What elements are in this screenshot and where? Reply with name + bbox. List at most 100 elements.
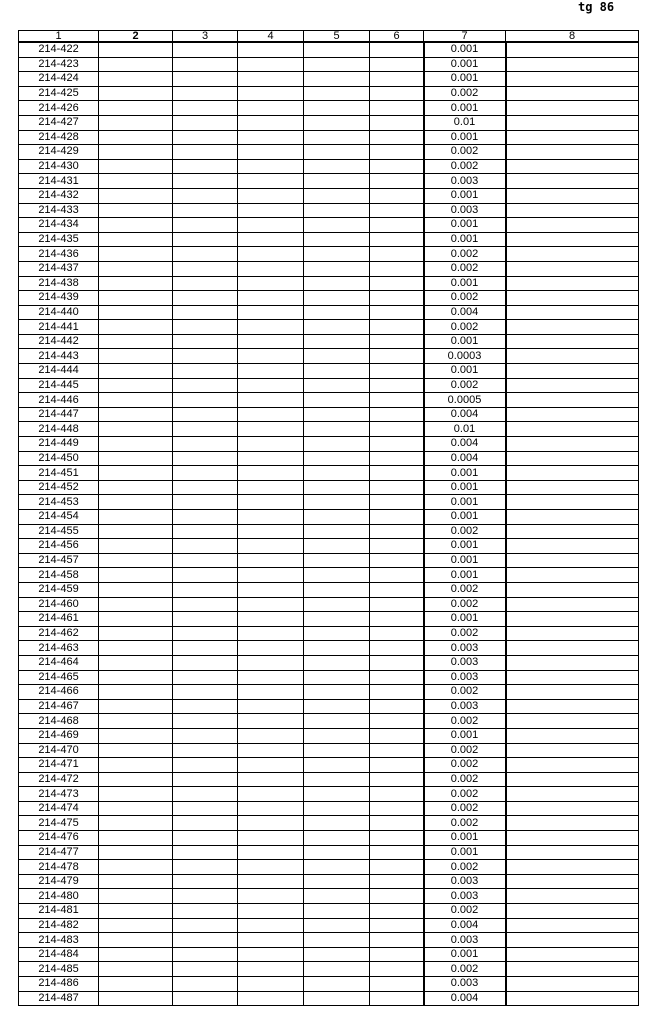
empty-cell [303, 202, 370, 219]
empty-cell [369, 830, 424, 846]
col-header-6: 6 [369, 30, 424, 43]
table-row: 214-440 0.004 [18, 304, 639, 321]
empty-cell [98, 669, 173, 686]
row-id-cell: 214-450 [18, 450, 99, 467]
table-row: 214-484 0.001 [18, 946, 639, 963]
empty-cell [303, 538, 370, 554]
empty-cell [369, 640, 424, 656]
empty-cell [369, 217, 424, 233]
value-cell: 0.002 [422, 800, 507, 817]
row-id-cell: 214-454 [18, 509, 99, 525]
table-row: 214-454 0.001 [18, 509, 639, 525]
empty-cell [505, 757, 639, 773]
row-id-cell: 214-428 [18, 129, 99, 146]
row-id-cell: 214-460 [18, 596, 99, 613]
table-row: 214-424 0.001 [18, 71, 639, 87]
table-row: 214-436 0.002 [18, 246, 639, 262]
empty-cell [303, 231, 370, 248]
table-row: 214-457 0.001 [18, 552, 639, 569]
empty-cell [369, 786, 424, 802]
row-id-cell: 214-427 [18, 114, 99, 131]
table-row: 214-472 0.002 [18, 771, 639, 788]
row-id-cell: 214-465 [18, 669, 99, 686]
empty-cell [369, 742, 424, 759]
empty-cell [303, 800, 370, 817]
value-cell: 0.001 [422, 275, 507, 292]
empty-cell [98, 275, 173, 292]
empty-cell [505, 363, 639, 379]
row-id-cell: 214-432 [18, 187, 99, 204]
value-cell: 0.001 [422, 217, 507, 233]
empty-cell [369, 771, 424, 788]
empty-cell [98, 114, 173, 131]
row-id-cell: 214-438 [18, 275, 99, 292]
empty-cell [505, 187, 639, 204]
empty-cell [98, 567, 173, 583]
empty-cell [172, 363, 238, 379]
table-row: 214-475 0.002 [18, 815, 639, 832]
empty-cell [505, 100, 639, 116]
table-row: 214-449 0.004 [18, 436, 639, 452]
row-id-cell: 214-462 [18, 625, 99, 642]
empty-cell [303, 581, 370, 598]
row-id-cell: 214-439 [18, 290, 99, 306]
empty-cell [237, 786, 304, 802]
empty-cell [303, 158, 370, 175]
empty-cell [172, 640, 238, 656]
empty-cell [237, 684, 304, 700]
table-row: 214-439 0.002 [18, 290, 639, 306]
empty-cell [369, 363, 424, 379]
empty-cell [172, 56, 238, 73]
empty-cell [303, 684, 370, 700]
empty-cell [98, 333, 173, 350]
empty-cell [303, 903, 370, 919]
empty-cell [237, 917, 304, 934]
empty-cell [172, 494, 238, 510]
empty-cell [303, 669, 370, 686]
empty-cell [369, 71, 424, 87]
empty-cell [237, 129, 304, 146]
empty-cell [505, 859, 639, 875]
empty-cell [237, 830, 304, 846]
table-row: 214-430 0.002 [18, 158, 639, 175]
empty-cell [505, 333, 639, 350]
value-cell: 0.002 [422, 742, 507, 759]
row-id-cell: 214-483 [18, 932, 99, 948]
row-id-cell: 214-458 [18, 567, 99, 583]
empty-cell [369, 859, 424, 875]
empty-cell [237, 85, 304, 102]
empty-cell [98, 450, 173, 467]
empty-cell [369, 260, 424, 277]
empty-cell [369, 173, 424, 189]
col-header-7: 7 [423, 30, 506, 43]
table-row: 214-473 0.002 [18, 786, 639, 802]
row-id-cell: 214-434 [18, 217, 99, 233]
empty-cell [303, 173, 370, 189]
empty-cell [98, 771, 173, 788]
empty-cell [303, 976, 370, 992]
empty-cell [303, 611, 370, 627]
empty-cell [98, 640, 173, 656]
empty-cell [98, 509, 173, 525]
empty-cell [369, 946, 424, 963]
row-id-cell: 214-457 [18, 552, 99, 569]
empty-cell [303, 727, 370, 744]
empty-cell [237, 144, 304, 160]
empty-cell [172, 246, 238, 262]
value-cell: 0.002 [422, 158, 507, 175]
empty-cell [98, 757, 173, 773]
empty-cell [237, 275, 304, 292]
value-cell: 0.001 [422, 727, 507, 744]
empty-cell [172, 173, 238, 189]
empty-cell [237, 436, 304, 452]
table-row: 214-425 0.002 [18, 85, 639, 102]
empty-cell [98, 56, 173, 73]
table-row: 214-476 0.001 [18, 830, 639, 846]
empty-cell [505, 217, 639, 233]
empty-cell [237, 976, 304, 992]
empty-cell [237, 41, 304, 58]
row-id-cell: 214-455 [18, 523, 99, 540]
empty-cell [98, 290, 173, 306]
value-cell: 0.004 [422, 406, 507, 423]
empty-cell [98, 698, 173, 715]
